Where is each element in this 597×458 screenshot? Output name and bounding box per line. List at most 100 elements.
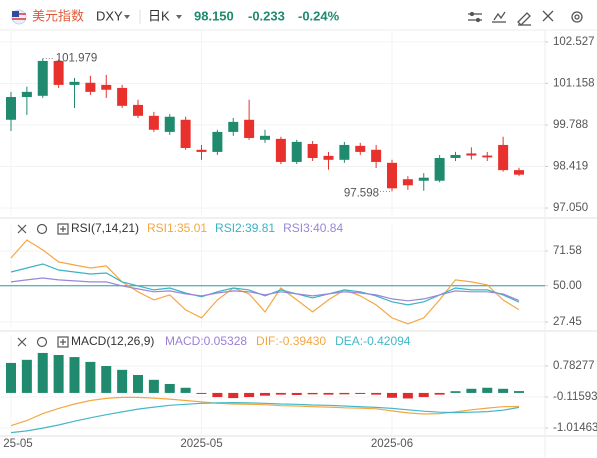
candle-body — [37, 60, 48, 96]
low-annotation: 97.598 — [344, 187, 379, 199]
histogram-bar — [244, 392, 255, 398]
histogram-bar — [498, 388, 509, 393]
histogram-bar — [275, 392, 286, 395]
expand-button[interactable] — [57, 336, 69, 348]
candle-body — [466, 153, 477, 156]
histogram-bar — [69, 357, 80, 393]
candle-body — [196, 149, 207, 152]
histogram-bar — [117, 369, 128, 393]
fullscreen-button[interactable] — [542, 10, 554, 22]
settings-button[interactable] — [36, 336, 48, 348]
histogram-bar — [371, 392, 382, 395]
candle-body — [355, 145, 366, 152]
y-tick-label: 97.050 — [553, 202, 588, 214]
candle-body — [402, 179, 413, 186]
close-button[interactable] — [17, 337, 27, 347]
legend-entry: DIF:-0.39430 — [256, 334, 326, 348]
histogram-bar — [307, 392, 318, 395]
candle-body — [514, 170, 524, 175]
legend-entry: DEA:-0.42094 — [335, 334, 411, 348]
histogram-bar — [482, 387, 493, 393]
candle-body — [117, 87, 128, 106]
line-series — [10, 396, 520, 427]
y-tick-label: 99.788 — [553, 119, 588, 131]
high-annotation: 101.979 — [56, 53, 98, 65]
candle-body — [85, 82, 96, 92]
indicator-button[interactable] — [468, 11, 482, 23]
x-tick-label: 25-05 — [3, 438, 32, 450]
histogram-bar — [6, 362, 16, 393]
candle-body — [101, 84, 112, 90]
close-button[interactable] — [17, 224, 27, 234]
candle-body — [418, 177, 429, 181]
candle-body — [228, 121, 239, 132]
legend-entry: RSI1:35.01 — [147, 221, 207, 235]
line-series — [10, 401, 520, 434]
candle-body — [387, 162, 397, 189]
instrument-name[interactable]: 美元指数 — [32, 8, 84, 23]
candle-body — [339, 144, 350, 160]
y-tick-label: 101.158 — [553, 77, 595, 89]
candle-body — [307, 144, 318, 158]
flag-icon — [11, 9, 27, 25]
histogram-bar — [164, 383, 175, 393]
y-tick-label: 102.527 — [553, 36, 595, 48]
candle-body — [69, 81, 80, 85]
histogram-bar — [260, 392, 270, 396]
candle-body — [450, 154, 461, 158]
histogram-bar — [291, 392, 302, 395]
x-tick-label: 2025-05 — [180, 438, 222, 450]
candle-body — [53, 60, 64, 85]
candle-body — [260, 135, 270, 140]
histogram-bar — [466, 388, 477, 393]
settings-button[interactable] — [571, 11, 583, 23]
candle-body — [21, 91, 32, 98]
line-series — [10, 239, 520, 325]
compare-button[interactable] — [492, 11, 506, 23]
histogram-bar — [37, 352, 48, 393]
candle-body — [482, 155, 493, 158]
y-tick-label: 27.45 — [553, 316, 582, 328]
dropdown-arrow[interactable] — [124, 15, 130, 19]
toolbar — [468, 10, 583, 26]
candle-body — [164, 116, 175, 132]
macd-title: MACD(12,26,9) — [71, 334, 154, 348]
legend-entry: RSI3:40.84 — [283, 221, 343, 235]
histogram-bar — [323, 392, 334, 395]
y-tick-label: -0.11593 — [553, 391, 597, 403]
expand-button[interactable] — [57, 223, 69, 235]
histogram-bar — [101, 366, 112, 393]
candle-body — [291, 141, 302, 162]
change-percent: -0.24% — [298, 8, 340, 23]
candle-body — [371, 149, 382, 162]
histogram-bar — [355, 392, 366, 394]
histogram-bar — [148, 379, 159, 393]
period[interactable]: 日K — [148, 8, 170, 23]
y-tick-label: 50.00 — [553, 280, 582, 292]
settings-button[interactable] — [36, 223, 48, 235]
candle-body — [212, 131, 223, 152]
candle-body — [180, 119, 191, 148]
symbol[interactable]: DXY — [96, 8, 123, 23]
line-series — [10, 263, 520, 306]
legend-entry: RSI2:39.81 — [215, 221, 275, 235]
candle-body — [148, 115, 159, 130]
y-tick-label: 71.58 — [553, 245, 582, 257]
dropdown-arrow[interactable] — [176, 15, 182, 19]
histogram-bar — [53, 355, 64, 393]
rsi-controls — [17, 223, 69, 235]
histogram-bar — [228, 392, 239, 399]
histogram-bar — [212, 392, 223, 398]
y-tick-label: -1.01463 — [553, 422, 597, 434]
draw-button[interactable] — [517, 12, 531, 26]
change: -0.233 — [248, 8, 285, 23]
histogram-bar — [402, 392, 413, 399]
histogram-bar — [196, 392, 207, 394]
candle-body — [434, 157, 445, 181]
rsi-title: RSI(7,14,21) — [71, 221, 139, 235]
histogram-bar — [514, 391, 524, 393]
y-tick-label: 98.419 — [553, 161, 588, 173]
candle-body — [133, 104, 143, 116]
